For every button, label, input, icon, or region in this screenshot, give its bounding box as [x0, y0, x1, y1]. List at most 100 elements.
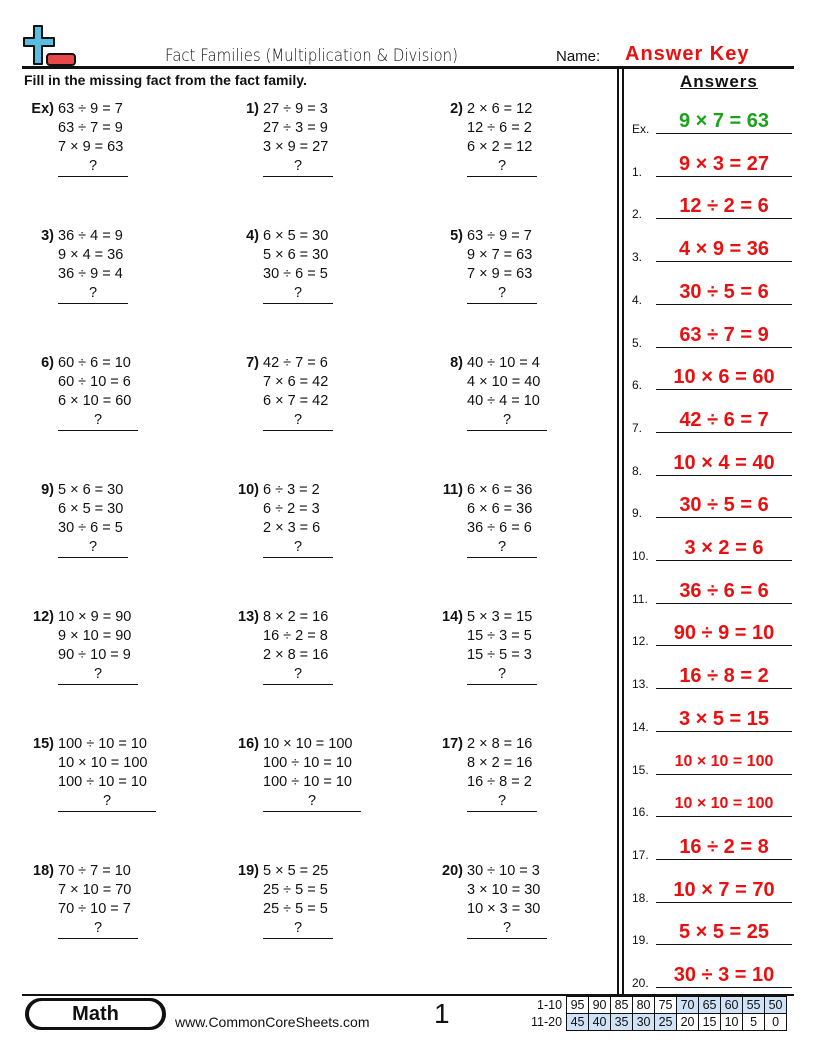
problem-number: 10) — [238, 482, 259, 498]
fact-line: 6 ÷ 3 = 2 — [263, 482, 320, 498]
score-cell: 15 — [698, 1013, 722, 1031]
missing-fact-blank[interactable]: ? — [263, 919, 333, 939]
fact-line: 16 ÷ 2 = 8 — [263, 628, 328, 644]
fact-line: 7 × 10 = 70 — [58, 882, 132, 898]
fact-line: 27 ÷ 3 = 9 — [263, 120, 328, 136]
problem-number: 14) — [442, 609, 463, 625]
answer-value: 9 × 7 = 63 — [656, 109, 792, 134]
score-cell: 70 — [676, 996, 700, 1014]
fact-line: 30 ÷ 6 = 5 — [58, 520, 123, 536]
fact-line: 40 ÷ 4 = 10 — [467, 393, 540, 409]
missing-fact-blank[interactable]: ? — [467, 919, 547, 939]
missing-fact-blank[interactable]: ? — [58, 538, 128, 558]
score-cell: 50 — [764, 996, 788, 1014]
fact-line: 10 × 9 = 90 — [58, 609, 132, 625]
fact-line: 30 ÷ 10 = 3 — [467, 863, 540, 879]
score-cell: 5 — [742, 1013, 766, 1031]
problem-number: 16) — [238, 736, 259, 752]
answer-label: 16. — [632, 805, 649, 820]
missing-fact-blank[interactable]: ? — [467, 665, 537, 685]
answer-label: 10. — [632, 549, 649, 563]
missing-fact-blank[interactable]: ? — [263, 157, 333, 177]
answer-value: 36 ÷ 6 = 6 — [656, 579, 792, 604]
answers-heading: Answers — [680, 72, 758, 91]
answer-item: 11. 36 ÷ 6 = 6 — [632, 576, 792, 606]
answer-item: 19. 5 × 5 = 25 — [632, 917, 792, 947]
fact-line: 15 ÷ 5 = 3 — [467, 647, 532, 663]
missing-fact-blank[interactable]: ? — [467, 538, 537, 558]
score-cell: 40 — [588, 1013, 612, 1031]
fact-line: 100 ÷ 10 = 10 — [58, 736, 147, 752]
answer-item: Ex. 9 × 7 = 63 — [632, 106, 792, 136]
fact-line: 70 ÷ 7 = 10 — [58, 863, 131, 879]
missing-fact-blank[interactable]: ? — [467, 284, 537, 304]
problem-number: 1) — [246, 101, 259, 117]
missing-fact-blank[interactable]: ? — [263, 538, 333, 558]
fact-line: 42 ÷ 7 = 6 — [263, 355, 328, 371]
problem-number: 7) — [246, 355, 259, 371]
missing-fact-blank[interactable]: ? — [263, 284, 333, 304]
score-cell: 0 — [764, 1013, 788, 1031]
fact-line: 60 ÷ 6 = 10 — [58, 355, 131, 371]
fact-line: 15 ÷ 3 = 5 — [467, 628, 532, 644]
fact-line: 6 × 7 = 42 — [263, 393, 329, 409]
problem-number: 9) — [41, 482, 54, 498]
problem-number: 18) — [33, 863, 54, 879]
answer-label: 13. — [632, 677, 649, 692]
answer-label: 15. — [632, 762, 649, 777]
score-cell: 20 — [676, 1013, 700, 1031]
answer-value: 12 ÷ 2 = 6 — [656, 194, 792, 220]
answer-value: 10 × 7 = 70 — [656, 878, 792, 903]
answer-value: 3 × 2 = 6 — [656, 536, 792, 561]
fact-line: 12 ÷ 6 = 2 — [467, 120, 532, 136]
fact-line: 100 ÷ 10 = 10 — [263, 774, 352, 790]
answer-label: 7. — [632, 420, 643, 435]
fact-line: 6 ÷ 2 = 3 — [263, 501, 320, 517]
missing-fact-blank[interactable]: ? — [467, 157, 537, 177]
fact-line: 36 ÷ 6 = 6 — [467, 520, 532, 536]
answer-item: 13. 16 ÷ 8 = 2 — [632, 661, 792, 691]
missing-fact-blank[interactable]: ? — [467, 411, 547, 431]
answer-label: 5. — [632, 335, 643, 350]
fact-line: 9 × 7 = 63 — [467, 247, 533, 263]
missing-fact-blank[interactable]: ? — [263, 665, 333, 685]
score-cell: 85 — [610, 996, 634, 1014]
score-row-label: 11-20 — [531, 1015, 563, 1029]
missing-fact-blank[interactable]: ? — [58, 919, 138, 939]
answer-value: 3 × 5 = 15 — [656, 707, 792, 732]
score-table: 1-10 95 90 85 80 75 70 65 60 55 50 11-20 45 40 35 30 25 2… — [528, 996, 788, 1031]
missing-fact-blank[interactable]: ? — [58, 411, 138, 431]
problem-number: 8) — [450, 355, 463, 371]
fact-line: 5 × 6 = 30 — [58, 482, 124, 498]
answer-item: 7. 42 ÷ 6 = 7 — [632, 405, 792, 435]
fact-line: 2 × 8 = 16 — [263, 647, 329, 663]
score-cell: 80 — [632, 996, 656, 1014]
fact-line: 63 ÷ 7 = 9 — [58, 120, 123, 136]
missing-fact-blank[interactable]: ? — [263, 411, 333, 431]
fact-line: 10 × 10 = 100 — [263, 736, 353, 752]
score-cell: 60 — [720, 996, 744, 1014]
answer-value: 10 × 10 = 100 — [656, 792, 792, 818]
fact-line: 30 ÷ 6 = 5 — [263, 266, 328, 282]
fact-line: 8 × 2 = 16 — [467, 755, 533, 771]
answer-label: 14. — [632, 719, 649, 734]
missing-fact-blank[interactable]: ? — [58, 792, 156, 812]
fact-line: 7 × 9 = 63 — [467, 266, 533, 282]
missing-fact-blank[interactable]: ? — [467, 792, 537, 812]
fact-line: 27 ÷ 9 = 3 — [263, 101, 328, 117]
missing-fact-blank[interactable]: ? — [263, 792, 361, 812]
answer-item: 2. 12 ÷ 2 = 6 — [632, 191, 792, 221]
problem-number: 17) — [442, 736, 463, 752]
missing-fact-blank[interactable]: ? — [58, 665, 138, 685]
answer-value: 16 ÷ 8 = 2 — [656, 664, 792, 690]
answer-label: 8. — [632, 463, 643, 478]
fact-line: 9 × 4 = 36 — [58, 247, 124, 263]
answer-value: 30 ÷ 5 = 6 — [656, 280, 792, 305]
worksheet-title: Fact Families (Multiplication & Division… — [165, 46, 458, 66]
problem-number: 19) — [238, 863, 259, 879]
answer-value: 30 ÷ 3 = 10 — [656, 963, 792, 988]
missing-fact-blank[interactable]: ? — [58, 157, 128, 177]
answer-item: 14. 3 × 5 = 15 — [632, 704, 792, 734]
answer-item: 6. 10 × 6 = 60 — [632, 362, 792, 392]
missing-fact-blank[interactable]: ? — [58, 284, 128, 304]
